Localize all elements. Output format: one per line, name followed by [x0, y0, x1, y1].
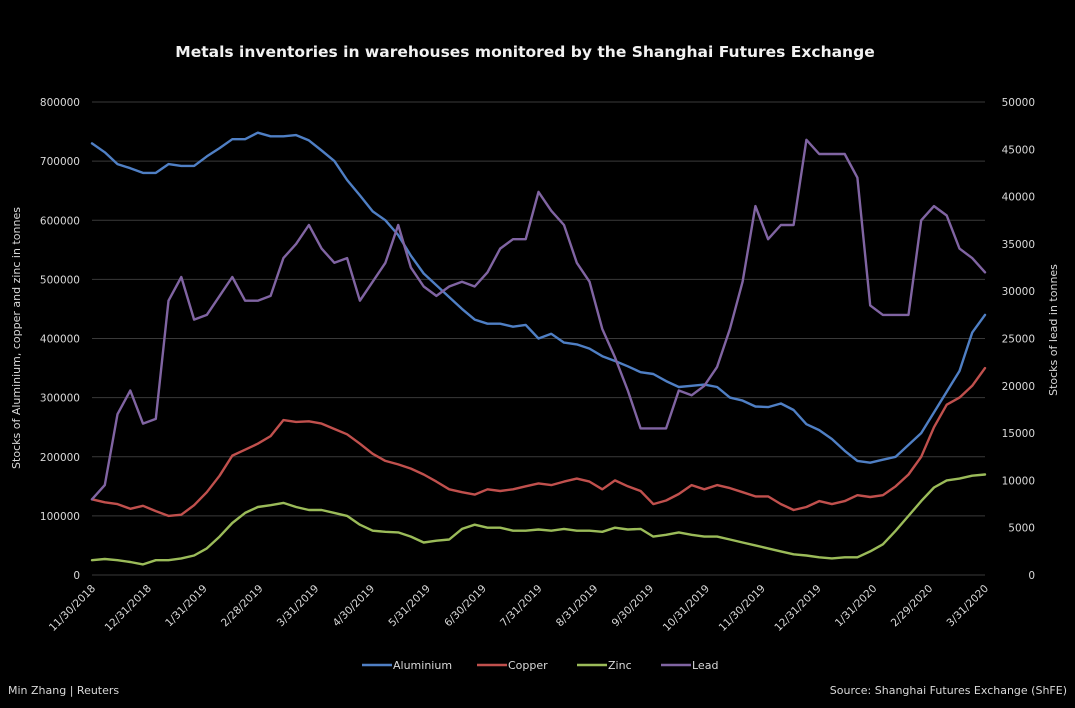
- left-axis-ticks: 0 100000 200000 300000 400000 500000 600000 700…: [40, 97, 80, 582]
- legend-label-copper: Copper: [508, 659, 548, 672]
- x-tick-label: 3/31/2020: [945, 583, 992, 630]
- series-line-lead: [90, 138, 987, 501]
- y-tick-label: 100000: [40, 511, 80, 523]
- y2-tick-label: 50000: [1002, 97, 1035, 109]
- chart-title: Metals inventories in warehouses monitor…: [175, 43, 874, 61]
- y-tick-label: 500000: [40, 274, 80, 286]
- x-tick-label: 9/30/2019: [610, 583, 657, 630]
- left-axis-title: Stocks of Aluminium, copper and zinc in …: [10, 207, 23, 469]
- y2-tick-label: 10000: [1002, 475, 1035, 487]
- y2-tick-label: 25000: [1002, 334, 1035, 346]
- y-tick-label: 0: [73, 570, 80, 582]
- series-line-copper: [90, 366, 987, 518]
- y2-tick-label: 20000: [1002, 381, 1035, 393]
- y-tick-label: 300000: [40, 393, 80, 405]
- x-tick-label: 7/31/2019: [498, 583, 545, 630]
- x-tick-label: 4/30/2019: [331, 583, 378, 630]
- y-tick-label: 700000: [40, 156, 80, 168]
- x-tick-label: 3/31/2019: [275, 583, 322, 630]
- legend-label-lead: Lead: [692, 659, 718, 672]
- y2-tick-label: 15000: [1002, 428, 1035, 440]
- y2-tick-label: 35000: [1002, 239, 1035, 251]
- x-tick-label: 11/30/2018: [47, 583, 98, 634]
- y2-tick-label: 40000: [1002, 192, 1035, 204]
- right-axis-ticks: 0 5000 10000 15000 20000 25000 30000 35000 40000…: [1002, 97, 1035, 582]
- x-axis-ticks: 11/30/2018 12/31/2018 1/31/2019 2/28/2019 3/…: [47, 583, 991, 634]
- x-tick-label: 11/30/2019: [717, 583, 768, 634]
- x-tick-label: 12/31/2019: [772, 583, 823, 634]
- legend-label-aluminium: Aluminium: [393, 659, 452, 672]
- y-tick-label: 600000: [40, 215, 80, 227]
- y-tick-label: 200000: [40, 452, 80, 464]
- y2-tick-label: 0: [1028, 570, 1035, 582]
- right-axis-title: Stocks of lead in tonnes: [1047, 264, 1060, 396]
- x-tick-label: 2/28/2019: [219, 583, 266, 630]
- x-tick-label: 5/31/2019: [386, 583, 433, 630]
- series-lines: [90, 131, 987, 566]
- legend-label-zinc: Zinc: [608, 659, 632, 672]
- x-tick-label: 8/31/2019: [554, 583, 601, 630]
- series-line-aluminium: [90, 131, 987, 464]
- x-tick-label: 6/30/2019: [442, 583, 489, 630]
- x-tick-label: 1/31/2019: [163, 583, 210, 630]
- source-note: Source: Shanghai Futures Exchange (ShFE): [830, 684, 1067, 697]
- author-credit: Min Zhang | Reuters: [8, 684, 119, 697]
- y-tick-label: 800000: [40, 97, 80, 109]
- y2-tick-label: 45000: [1002, 144, 1035, 156]
- y2-tick-label: 5000: [1008, 523, 1035, 535]
- x-tick-label: 12/31/2018: [103, 583, 154, 634]
- legend: Aluminium Copper Zinc Lead: [362, 659, 718, 672]
- y2-tick-label: 30000: [1002, 286, 1035, 298]
- y-tick-label: 400000: [40, 334, 80, 346]
- series-line-zinc: [90, 473, 987, 566]
- x-tick-label: 10/31/2019: [661, 583, 712, 634]
- x-tick-label: 2/29/2020: [889, 583, 936, 630]
- x-tick-label: 1/31/2020: [833, 583, 880, 630]
